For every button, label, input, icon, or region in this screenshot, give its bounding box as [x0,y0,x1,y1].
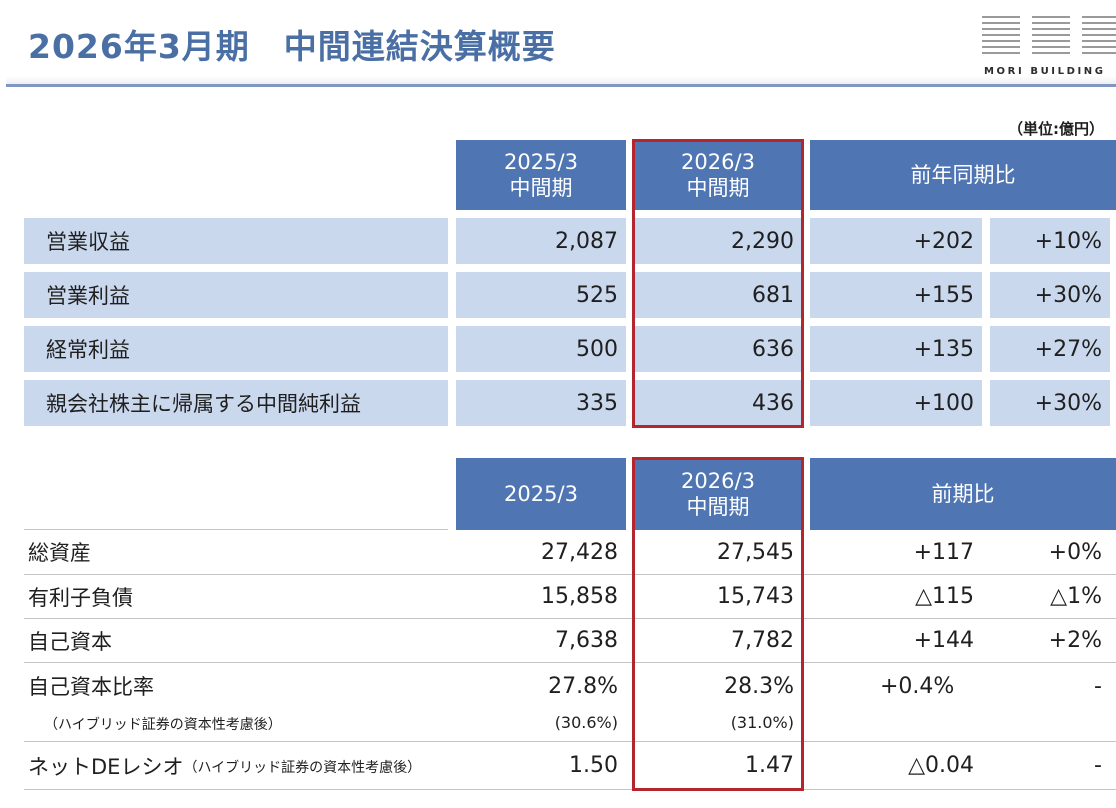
t2-row-label-group: ネットDEレシオ （ハイブリッド証券の資本性考慮後） [24,742,454,789]
t1-row-diff: +100 [810,380,982,426]
t2-row-sub-prev: (30.6%) [554,713,618,732]
t2-row-prev: 15,858 [541,584,618,609]
t1-header-yoy: 前年同期比 [810,140,1116,210]
t2-row-prev: 7,638 [555,628,618,653]
t2-row-sublabel: （ハイブリッド証券の資本性考慮後） [44,717,282,733]
t1-row-label: 経常利益 [24,326,448,372]
t1-row-diff: +155 [810,272,982,318]
t1-header-prev-period: 中間期 [509,176,573,200]
t2-row-diff: +144 [913,628,974,653]
t2-header-curr: 2026/3 中間期 [634,458,802,530]
t1-row-pct: +30% [990,272,1110,318]
t1-row-prev: 335 [456,380,626,426]
t2-row-diff: +0.4% [880,673,955,699]
t2-header-change-label: 前期比 [931,481,995,506]
t2-header-change: 前期比 [810,458,1116,530]
t1-row-pct: +10% [990,218,1110,264]
row-divider [24,789,1116,790]
t2-row-curr: 1.47 [745,753,794,778]
t1-header-prev-year: 2025/3 [504,149,578,174]
t2-row-curr: 27,545 [717,539,794,565]
t2-row-pct: +2% [1048,628,1102,653]
t2-row-diff: △0.04 [908,753,974,778]
t1-row-diff: +202 [810,218,982,264]
t2-row-label: 自己資本 [28,629,112,654]
t2-header-curr-year: 2026/3 [681,468,755,493]
title-divider [6,84,1116,87]
t2-row-label: 自己資本比率 [28,675,154,699]
mori-building-logo-icon [982,16,1116,54]
t2-row-label: 有利子負債 [28,585,133,610]
unit-label: （単位:億円） [1008,120,1104,138]
t2-current-period-highlight [632,457,804,791]
row-divider [24,574,1116,575]
t2-row-pct: - [1094,753,1102,778]
t2-row-pct: - [1094,673,1102,699]
t1-row-diff: +135 [810,326,982,372]
t1-header-curr: 2026/3 中間期 [634,140,802,210]
t1-row-label: 営業収益 [24,218,448,264]
t2-row-prev: 27.8% [548,673,618,699]
t1-row-pct: +27% [990,326,1110,372]
t2-row-curr: 7,782 [731,628,794,653]
row-divider [24,741,1116,742]
t1-header-curr-period: 中間期 [686,176,750,200]
t1-row-label: 親会社株主に帰属する中間純利益 [24,380,448,426]
row-divider [24,618,1116,619]
t2-row-curr: 15,743 [717,584,794,609]
t1-row-curr: 681 [634,272,802,318]
t2-row-label: 総資産 [28,541,91,565]
page-title: 2026年3月期 中間連結決算概要 [28,27,556,66]
t2-row-label: ネットDEレシオ [28,754,184,779]
t2-row-diff: △115 [915,584,974,609]
t2-row-pct: +0% [1048,539,1102,565]
t2-row-prev: 27,428 [541,539,618,565]
t1-row-label: 営業利益 [24,272,448,318]
t1-header-yoy-label: 前年同期比 [910,162,1016,187]
t2-header-prev-year: 2025/3 [504,481,578,506]
t1-row-prev: 2,087 [456,218,626,264]
t2-header-prev: 2025/3 [456,458,626,530]
logo-wordmark: MORI BUILDING [984,66,1106,77]
t1-row-curr: 436 [634,380,802,426]
t1-row-curr: 2,290 [634,218,802,264]
t1-header-prev: 2025/3 中間期 [456,140,626,210]
t1-row-curr: 636 [634,326,802,372]
t1-row-prev: 525 [456,272,626,318]
t1-header-curr-year: 2026/3 [681,149,755,174]
t1-current-period-highlight [632,139,804,428]
t1-row-prev: 500 [456,326,626,372]
t2-row-curr: 28.3% [724,673,794,699]
row-divider [24,529,448,530]
t2-row-pct: △1% [1050,584,1102,609]
t2-row-sub-curr: (31.0%) [730,713,794,732]
row-divider [24,662,1116,663]
t2-row-diff: +117 [913,539,974,565]
t2-header-curr-period: 中間期 [686,495,750,519]
t2-row-prev: 1.50 [569,753,618,778]
t2-row-label-note: （ハイブリッド証券の資本性考慮後） [183,760,422,776]
t1-row-pct: +30% [990,380,1110,426]
title-shadow [6,76,1116,85]
